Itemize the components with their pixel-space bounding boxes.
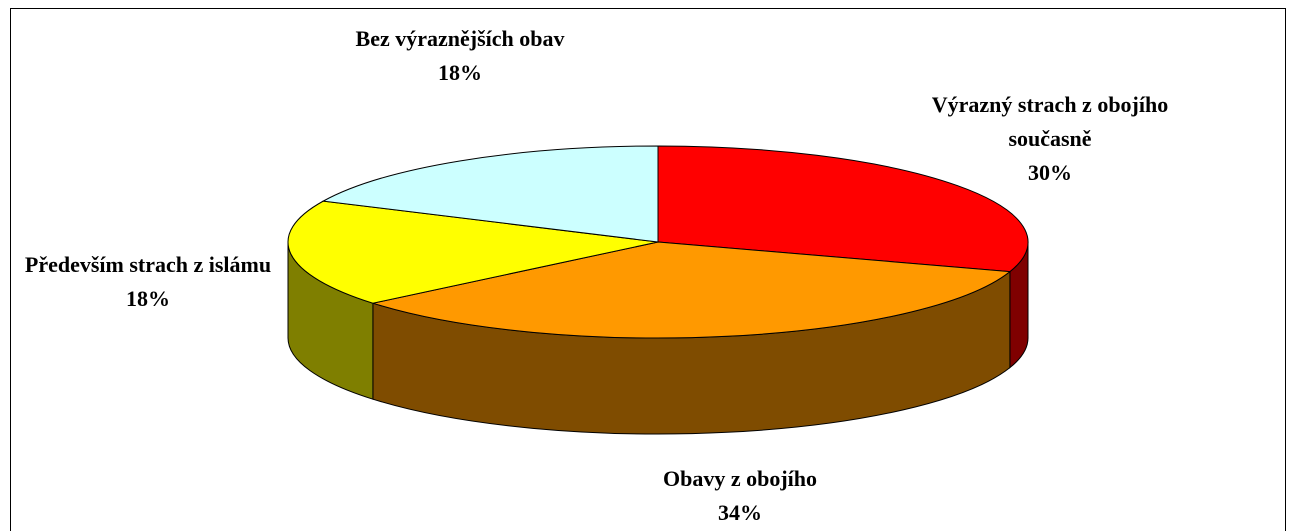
pie-slice [287,200,659,304]
category-label: Výrazný strach z obojího současně [931,92,1169,151]
slice-label: Bez výraznějších obav 18% [330,22,590,90]
slice-label: Obavy z obojího 34% [590,462,890,530]
pie-slice [657,145,1029,273]
category-label: Bez výraznějších obav [355,26,565,51]
value-label: 18% [438,60,482,85]
slice-label: Především strach z islámu 18% [3,248,293,316]
value-label: 30% [1028,160,1072,185]
pie-slice [370,241,1012,339]
pie-slice [321,145,659,243]
category-label: Obavy z obojího [662,466,818,491]
slice-label: Výrazný strach z obojího současně 30% [915,88,1185,190]
chart-frame [10,8,1286,531]
category-label: Především strach z islámu [24,252,272,277]
value-label: 34% [718,500,762,525]
value-label: 18% [126,286,170,311]
